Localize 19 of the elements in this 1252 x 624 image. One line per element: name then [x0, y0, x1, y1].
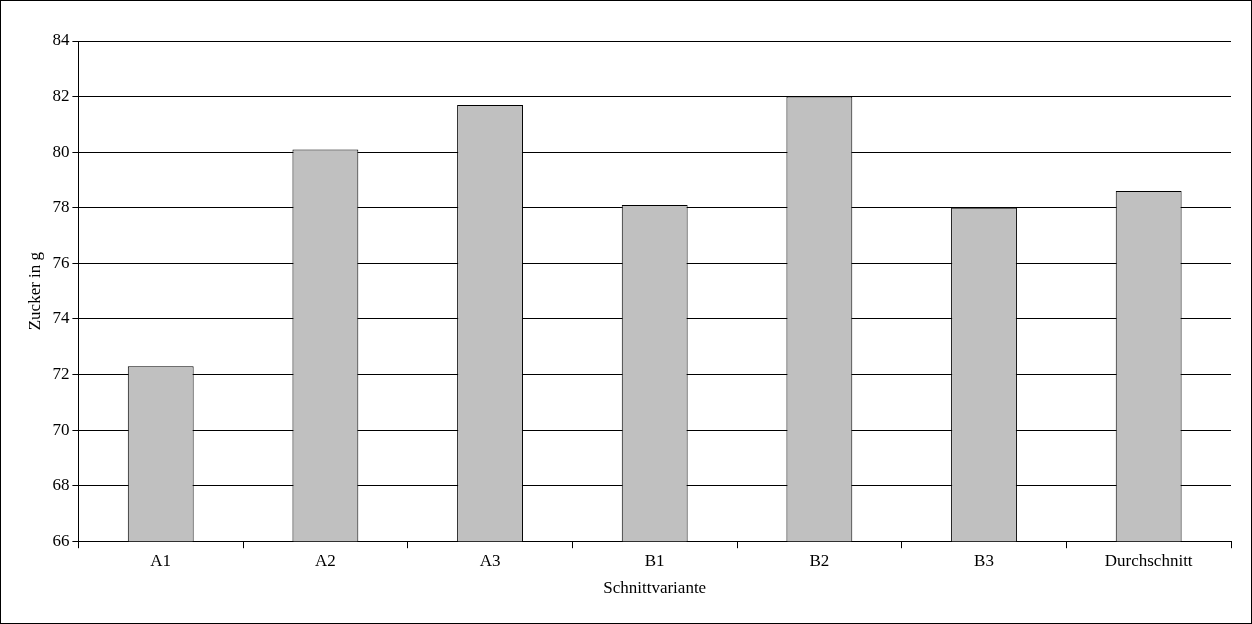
- x-tick-label: A3: [479, 550, 501, 570]
- y-tick-label: 84: [52, 30, 70, 50]
- x-tick-label: B1: [644, 550, 665, 570]
- y-tick-label: 72: [52, 363, 70, 383]
- y-axis-title: Zucker in g: [24, 251, 44, 331]
- y-tick-label: 82: [52, 86, 70, 106]
- x-axis-title: Schnittvariante: [603, 578, 707, 598]
- y-tick-label: 74: [52, 308, 70, 328]
- y-tick-label: 76: [52, 252, 70, 272]
- x-tick-label: B2: [809, 550, 830, 570]
- y-tick-label: 68: [52, 475, 70, 495]
- x-tick-label: A2: [315, 550, 336, 570]
- x-tick-label: B3: [974, 550, 994, 570]
- y-tick-label: 78: [52, 197, 70, 217]
- y-tick-label: 66: [52, 530, 70, 550]
- x-tick-label: Durchschnitt: [1104, 550, 1193, 570]
- y-tick-label: 80: [52, 141, 70, 161]
- x-tick-label: A1: [150, 550, 172, 570]
- y-tick-label: 70: [52, 419, 70, 439]
